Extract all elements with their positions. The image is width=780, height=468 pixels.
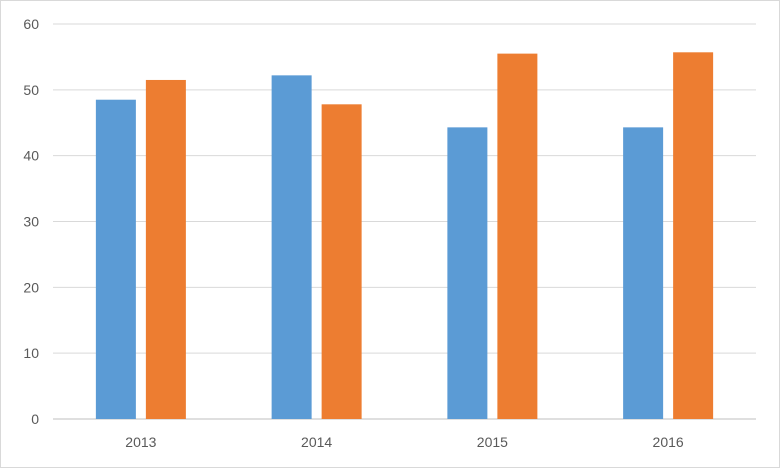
bars	[95, 52, 714, 420]
y-axis-tick-labels: 0 10 20 30 40 50 60	[23, 16, 39, 427]
bar-series-2-2014	[321, 104, 362, 420]
x-tick-label: 2014	[301, 434, 332, 450]
bar-series-1-2014	[271, 75, 312, 419]
y-tick-label: 40	[23, 148, 39, 164]
y-tick-label: 30	[23, 214, 39, 230]
y-tick-label: 60	[23, 16, 39, 32]
y-tick-label: 0	[31, 411, 39, 427]
y-tick-label: 10	[23, 345, 39, 361]
bar-series-2-2016	[673, 52, 714, 419]
bar-series-1-2016	[623, 127, 664, 419]
bar-series-1-2015	[447, 127, 488, 419]
bar-series-1-2013	[95, 99, 136, 419]
x-tick-label: 2015	[477, 434, 508, 450]
bar-series-2-2015	[497, 53, 538, 419]
y-tick-label: 50	[23, 82, 39, 98]
x-tick-label: 2013	[125, 434, 156, 450]
y-tick-label: 20	[23, 279, 39, 295]
x-axis-tick-labels: 2013 2014 2015 2016	[125, 434, 684, 450]
x-tick-label: 2016	[653, 434, 684, 450]
bar-series-2-2013	[145, 79, 186, 419]
